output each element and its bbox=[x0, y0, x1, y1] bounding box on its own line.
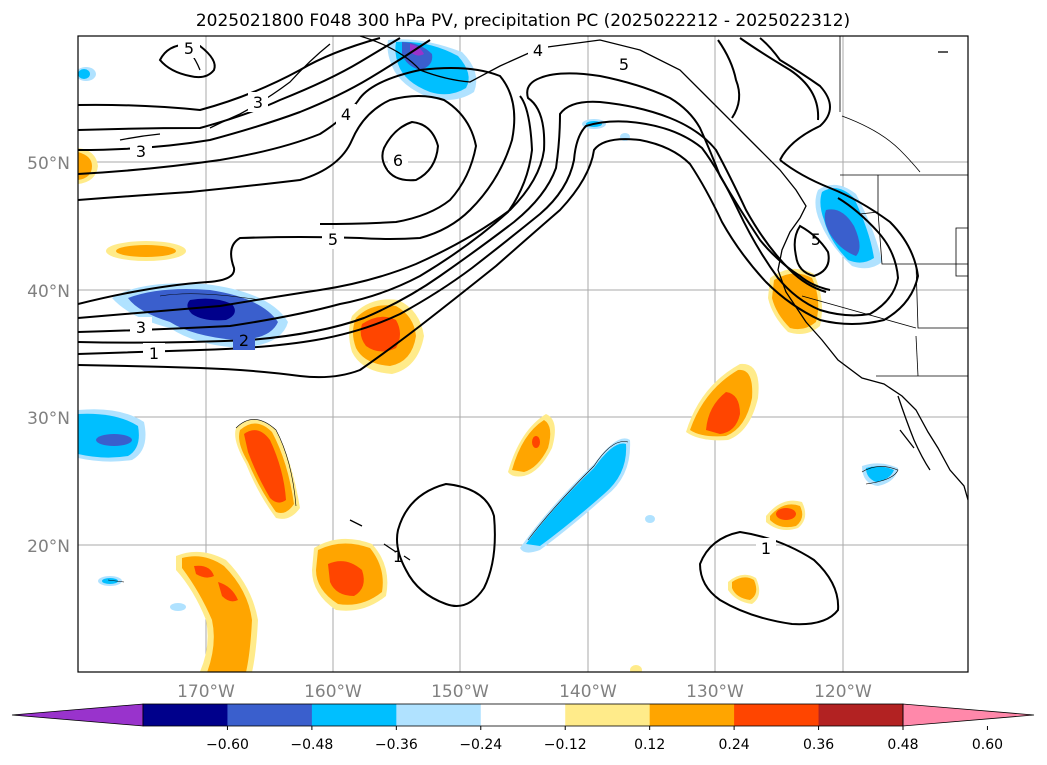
colorbar-tick-label: −0.24 bbox=[459, 737, 502, 753]
contour-label: 1 bbox=[149, 344, 159, 363]
colorbar-segment bbox=[227, 704, 313, 726]
colorbar-tick-label: −0.36 bbox=[375, 737, 418, 753]
colorbar-segment bbox=[734, 704, 820, 726]
colorbar-segment bbox=[649, 704, 735, 726]
political-borders bbox=[801, 36, 968, 377]
lat-label: 40°N bbox=[27, 282, 70, 302]
lon-labels: 170°W 160°W 150°W 140°W 130°W 120°W bbox=[177, 682, 872, 702]
lon-label: 150°W bbox=[431, 682, 489, 702]
colorbar-tick-label: −0.12 bbox=[544, 737, 587, 753]
map-frame bbox=[77, 35, 969, 673]
colorbar-segment bbox=[396, 704, 482, 726]
lon-label: 160°W bbox=[304, 682, 362, 702]
lon-label: 120°W bbox=[814, 682, 872, 702]
lon-label: 140°W bbox=[559, 682, 617, 702]
contour-label: 2 bbox=[239, 331, 249, 350]
contour-label: 6 bbox=[393, 151, 403, 170]
contour-label: 1 bbox=[761, 539, 771, 558]
precip-outlines bbox=[107, 419, 899, 583]
contour-label: 3 bbox=[253, 93, 263, 112]
contour-label: 3 bbox=[136, 142, 146, 161]
colorbar-tick-label: 0.24 bbox=[719, 737, 750, 753]
colorbar-extend-max bbox=[902, 703, 1035, 727]
colorbar-tick-label: −0.60 bbox=[206, 737, 249, 753]
colorbar-segment bbox=[143, 704, 228, 726]
lat-label: 30°N bbox=[27, 409, 70, 429]
colorbar-tick-label: 0.36 bbox=[803, 737, 834, 753]
lat-labels: 50°N 40°N 30°N 20°N bbox=[27, 154, 70, 557]
colorbar-tick-label: 0.48 bbox=[887, 737, 918, 753]
colorbar-segment bbox=[565, 704, 651, 726]
contour-label: 3 bbox=[136, 318, 146, 337]
precip-shading bbox=[78, 39, 898, 672]
colorbar: −0.60 −0.48 −0.36 −0.24 −0.12 0.12 0.24 0.36 0.4… bbox=[11, 703, 1035, 753]
colorbar-tick-label: 0.60 bbox=[972, 737, 1003, 753]
colorbar-segment bbox=[311, 704, 397, 726]
map-panel: 5 3 4 4 5 3 6 5 3 2 1 5 1 1 bbox=[78, 36, 968, 672]
contour-label: 5 bbox=[184, 39, 194, 58]
contour-label: 4 bbox=[533, 41, 543, 60]
lat-label: 20°N bbox=[27, 537, 70, 557]
colorbar-tick-label: 0.12 bbox=[634, 737, 665, 753]
lon-label: 130°W bbox=[686, 682, 744, 702]
contour-label: 1 bbox=[393, 547, 403, 566]
contour-label: 5 bbox=[328, 230, 338, 249]
contour-label: 5 bbox=[619, 55, 629, 74]
colorbar-tick-label: −0.48 bbox=[290, 737, 333, 753]
contour-label: 4 bbox=[341, 105, 351, 124]
colorbar-frame bbox=[142, 703, 904, 727]
contour-label: 5 bbox=[811, 230, 821, 249]
colorbar-segment bbox=[818, 704, 904, 726]
figure-title: 2025021800 F048 300 hPa PV, precipitatio… bbox=[196, 11, 850, 31]
colorbar-extend-min bbox=[11, 703, 144, 727]
colorbar-segment bbox=[480, 704, 566, 726]
lat-label: 50°N bbox=[27, 154, 70, 174]
contour-labels: 5 3 4 4 5 3 6 5 3 2 1 5 1 1 bbox=[130, 38, 821, 566]
lon-label: 170°W bbox=[177, 682, 235, 702]
